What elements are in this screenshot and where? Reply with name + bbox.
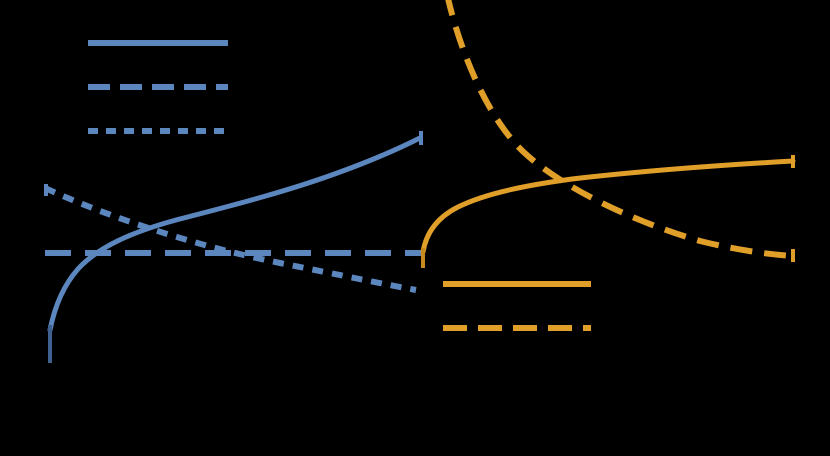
legend-entry-orange-solid[interactable] [443, 262, 601, 306]
legend-entry-blue-dotted[interactable] [88, 109, 238, 153]
orange-dashed-declining-curve [445, 0, 794, 259]
blue-dotted-declining-curve [43, 185, 417, 293]
dashed-line-icon [88, 84, 228, 90]
orange-solid-rising-curve [420, 158, 796, 255]
dotted-line-icon [88, 128, 228, 134]
solid-line-icon [88, 40, 228, 46]
dashed-line-icon [443, 325, 591, 331]
legend-entry-blue-solid[interactable] [88, 21, 238, 65]
legend-blue-series [88, 21, 238, 153]
legend-entry-orange-dashed[interactable] [443, 306, 601, 350]
blue-solid-rising-curve [47, 135, 423, 333]
solid-line-icon [443, 281, 591, 287]
legend-orange-series [443, 262, 601, 350]
legend-entry-blue-dashed[interactable] [88, 65, 238, 109]
